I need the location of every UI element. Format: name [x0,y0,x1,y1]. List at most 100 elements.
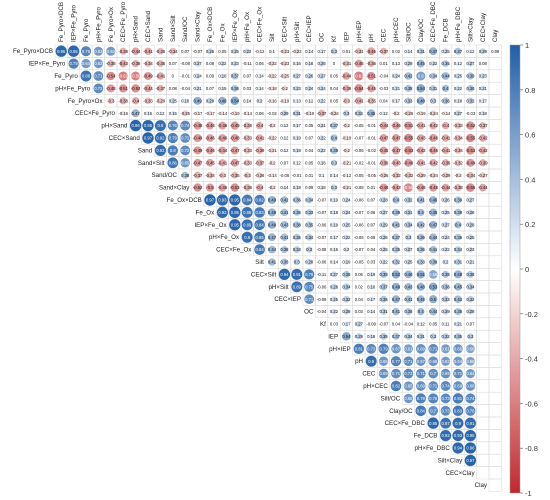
correlation-value-label: -0.35 [156,49,166,54]
correlation-value-label: 0.45 [417,61,426,66]
correlation-circle [369,198,373,202]
correlation-value-label: 0.4 [418,210,424,215]
correlation-value-label: 0.29 [280,111,289,116]
grid-cell [488,243,502,257]
correlation-value-label: 0.17 [330,235,339,240]
correlation-value-label: 0.3 [467,334,473,339]
correlation-value-label: -0.44 [379,123,389,128]
correlation-circle [196,49,200,53]
correlation-circle [320,310,323,313]
correlation-value-label: -0.49 [193,148,203,153]
correlation-circle [306,110,312,116]
correlation-value-label: 0.84 [256,247,265,252]
correlation-circle [294,85,300,92]
correlation-value-label: 0.9 [368,359,374,364]
correlation-circle [207,48,213,55]
colorbar-tick-label: -0.2 [525,310,538,319]
correlation-circle [320,210,324,214]
grid-cell [476,243,490,257]
correlation-value-label: 0.82 [392,384,401,389]
correlation-value-label: -0.38 [106,61,116,66]
correlation-value-label: -0.39 [379,160,389,165]
row-label: Fe_Ox [196,209,215,216]
row-label: CEC×Fe_Ox [216,247,252,254]
correlation-circle [429,121,437,130]
correlation-circle [219,172,226,179]
correlation-value-label: 0.24 [342,210,351,215]
correlation-value-label: -0.33 [242,148,252,153]
grid-cell [476,255,490,269]
correlation-value-label: 0.21 [454,322,463,327]
correlation-circle [390,380,402,392]
correlation-circle [481,61,485,66]
correlation-circle [291,281,303,293]
correlation-value-label: 0.82 [256,198,265,203]
correlation-value-label: 0.84 [417,408,426,413]
correlation-circle [294,147,300,153]
correlation-value-label: 0.42 [417,222,426,227]
correlation-circle [467,308,474,315]
correlation-circle [269,85,275,91]
correlation-circle [417,146,425,155]
correlation-circle [393,85,399,92]
correlation-circle [429,47,438,56]
correlation-circle [320,198,324,202]
correlation-value-label: -0.34 [205,173,215,178]
correlation-value-label: 0.27 [454,111,463,116]
correlation-value-label: 0.25 [330,297,339,302]
correlation-value-label: 0.56 [429,272,438,277]
correlation-circle [254,231,265,243]
correlation-circle [343,308,350,315]
correlation-circle [357,273,361,276]
correlation-value-label: -0.2 [268,160,276,165]
correlation-value-label: -0.33 [242,136,252,141]
correlation-value-label: 0.46 [404,272,413,277]
correlation-circle [106,84,115,93]
correlation-value-label: 0.25 [442,210,451,215]
correlation-circle [403,368,414,379]
column-label: CEC×Fe_Ox [257,6,264,42]
correlation-value-label: 0.36 [342,272,351,277]
correlation-circle [365,355,377,367]
correlation-circle [331,222,337,228]
correlation-circle [404,72,413,80]
correlation-circle [354,84,364,93]
correlation-circle [429,295,438,304]
correlation-circle [167,132,178,144]
correlation-circle [379,146,388,155]
correlation-value-label: 0.47 [268,235,277,240]
correlation-circle [230,146,239,155]
correlation-value-label: 0.95 [466,433,475,438]
correlation-circle [392,246,400,254]
correlation-value-label: 0.32 [466,98,475,103]
correlation-circle [129,119,142,132]
correlation-value-label: -0.31 [354,49,364,54]
correlation-circle [333,62,335,65]
correlation-value-label: 0.79 [70,61,79,66]
correlation-circle [416,282,425,291]
correlation-circle [320,260,324,264]
grid-cell [476,218,490,232]
correlation-value-label: 0.43 [454,297,463,302]
correlation-value-label: 0.02 [355,284,364,289]
correlation-value-label: 0.15 [169,111,178,116]
correlation-value-label: -0.07 [317,210,327,215]
correlation-value-label: 0.54 [417,86,426,91]
row-label: pH×Silt [268,284,288,291]
correlation-circle [206,97,214,104]
correlation-circle [267,195,277,205]
correlation-value-label: 0.71 [454,371,463,376]
correlation-circle [232,110,238,116]
correlation-circle [367,60,375,68]
correlation-circle [367,47,376,56]
correlation-value-label: 0.42 [280,198,289,203]
correlation-value-label: -0.2 [268,185,276,190]
correlation-circle [469,112,472,115]
correlation-value-label: -0.53 [404,148,414,153]
correlation-value-label: 0.88 [243,210,252,215]
correlation-value-label: -0.46 [416,185,426,190]
correlation-value-label: 0.3 [430,98,436,103]
correlation-circle [180,158,190,168]
correlation-circle [330,48,338,55]
correlation-value-label: 0.34 [466,284,475,289]
